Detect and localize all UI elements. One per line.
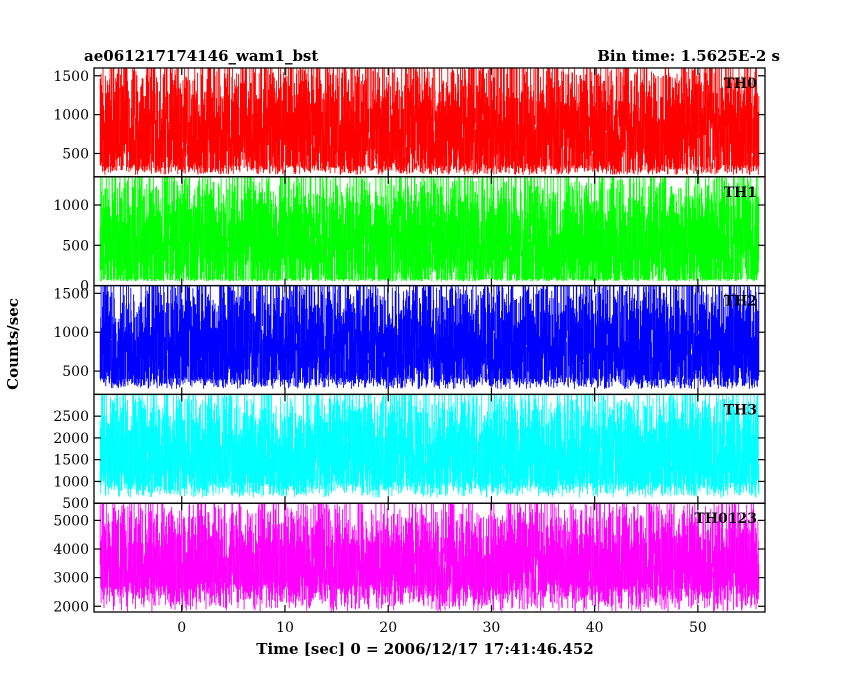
y-tick-label: 500 [62, 238, 89, 254]
x-tick-label: 30 [483, 620, 501, 636]
x-tick-label: 50 [689, 620, 707, 636]
y-tick-label: 1000 [53, 474, 89, 490]
y-tick-label: 5000 [53, 513, 89, 529]
y-tick-label: 3000 [53, 571, 89, 587]
panel-label: TH1 [724, 185, 757, 201]
y-tick-label: 1500 [53, 286, 89, 302]
y-tick-label: 0 [80, 279, 89, 295]
panel-th1: 0 500 1000 TH1 [53, 176, 766, 295]
y-tick-label: 4000 [53, 542, 89, 558]
y-tick-label: 500 [62, 364, 89, 380]
series-th2 [99, 285, 760, 389]
x-tick-label: 0 [177, 620, 186, 636]
y-tick-label: 1500 [53, 69, 89, 85]
panel-frame [93, 502, 766, 613]
y-tick-label: 2000 [53, 599, 89, 615]
panel-label: TH0 [724, 76, 758, 92]
chart-title-left: ae061217174146_wam1_bst [84, 47, 318, 65]
panel-label: TH3 [724, 402, 757, 418]
y-tick-label: 2500 [53, 409, 89, 425]
y-axis-label: Counts/sec [4, 298, 22, 390]
panel-label: TH2 [724, 294, 757, 310]
y-tick-label: 1500 [53, 453, 89, 469]
panel-label: TH0123 [694, 511, 757, 527]
panel-th3: 500 1000 1500 2000 2500 TH3 [53, 393, 766, 512]
y-tick-label: 500 [62, 496, 89, 512]
y-tick-label: 1000 [53, 198, 89, 214]
y-tick-label: 500 [62, 146, 89, 162]
panel-th2: 500 1000 1500 TH2 [53, 284, 766, 396]
panel-th0: 500 1000 1500 TH0 [53, 67, 766, 178]
y-tick-label: 2000 [53, 431, 89, 447]
series-th0123 [99, 503, 760, 612]
panel-th0123: 2000 3000 4000 5000 TH0123 [53, 502, 766, 615]
x-tick-label: 10 [276, 620, 294, 636]
x-tick-label: 40 [586, 620, 604, 636]
y-tick-label: 1000 [53, 325, 89, 341]
x-axis-label: Time [sec] 0 = 2006/12/17 17:41:46.452 [256, 640, 593, 658]
series-th0 [99, 68, 760, 175]
chart-title-right: Bin time: 1.5625E-2 s [597, 47, 780, 65]
y-tick-label: 1000 [53, 108, 89, 124]
series-th1 [99, 176, 760, 282]
x-tick-label: 20 [379, 620, 397, 636]
series-th3 [99, 394, 760, 498]
